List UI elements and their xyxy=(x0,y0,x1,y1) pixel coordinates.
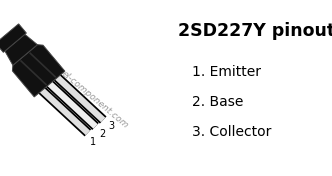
Text: 1: 1 xyxy=(90,137,96,147)
Text: 3. Collector: 3. Collector xyxy=(192,125,271,139)
Text: 3: 3 xyxy=(108,121,114,131)
Text: 2: 2 xyxy=(99,129,105,139)
Text: el-component.com: el-component.com xyxy=(60,70,130,131)
Text: 2SD227Y pinout: 2SD227Y pinout xyxy=(178,22,332,40)
Polygon shape xyxy=(5,34,38,65)
Polygon shape xyxy=(12,45,65,97)
Text: 1. Emitter: 1. Emitter xyxy=(192,65,261,79)
Polygon shape xyxy=(0,24,26,52)
Text: 2. Base: 2. Base xyxy=(192,95,243,109)
